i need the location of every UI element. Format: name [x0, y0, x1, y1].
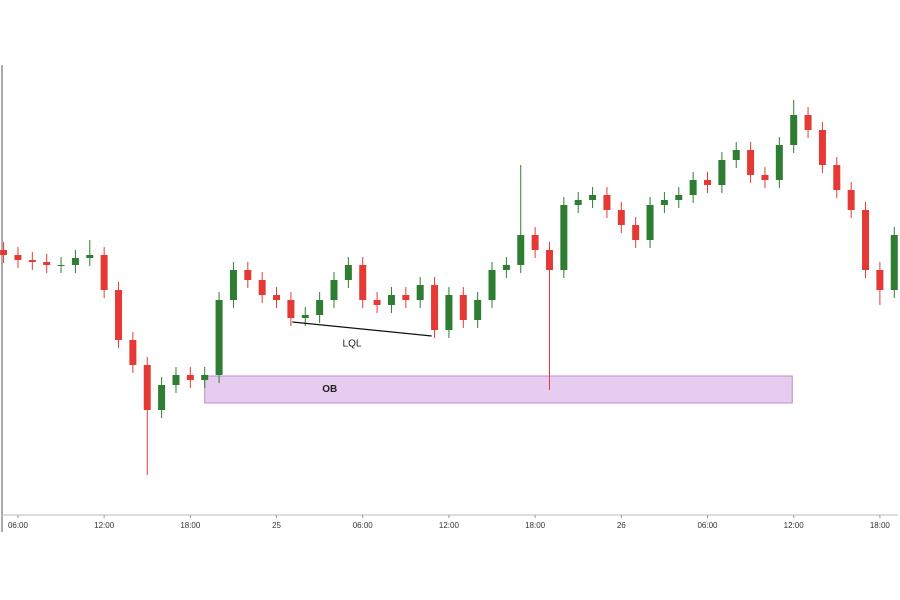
x-tick-label: 25: [272, 521, 281, 530]
candle-body: [589, 195, 597, 200]
zone-label: OB: [322, 384, 337, 395]
candle-body: [71, 258, 79, 265]
candle-body: [704, 180, 712, 185]
candle-body: [129, 340, 137, 365]
candle-body: [818, 130, 826, 165]
candle-body: [660, 200, 668, 205]
candle-body: [301, 315, 309, 318]
candle-body: [775, 145, 783, 180]
candle-body: [215, 300, 223, 375]
candle-body: [847, 190, 855, 210]
candle-body: [747, 150, 755, 175]
candle-body: [344, 265, 352, 280]
candle-body: [833, 165, 841, 190]
candle-body: [890, 235, 898, 290]
candle-body: [445, 295, 453, 330]
axis-layer: 06:00 12:00 18:00 25 06:00 12:00 18:00 26 06:00 1…: [8, 515, 891, 530]
candle-body: [57, 265, 65, 266]
candle-body: [545, 250, 553, 270]
candle-body: [617, 210, 625, 225]
candle-body: [732, 150, 740, 160]
candle-body: [862, 210, 870, 270]
x-tick-label: 12:00: [784, 521, 805, 530]
candle-body: [387, 295, 395, 305]
candle-body: [402, 295, 410, 300]
candle-body: [186, 375, 194, 380]
candle-body: [86, 255, 94, 258]
candle-body: [316, 300, 324, 315]
candle-body: [373, 300, 381, 305]
candle-body: [158, 385, 166, 410]
candle-body: [632, 225, 640, 240]
x-tick-label: 06:00: [8, 521, 29, 530]
candle-body: [359, 265, 367, 300]
candle-body: [172, 375, 180, 385]
candle-body: [431, 285, 439, 330]
candle-body: [502, 265, 510, 270]
x-tick-label: 18:00: [525, 521, 546, 530]
candle-body: [244, 270, 252, 280]
order-block-zone: [204, 375, 793, 404]
candle-body: [115, 290, 123, 340]
candle-body: [804, 115, 812, 130]
candle-body: [273, 295, 281, 300]
annotation-layer: OB LQL: [292, 321, 432, 395]
trendline: [292, 321, 432, 337]
x-tick-label: 06:00: [697, 521, 718, 530]
x-tick-label: 26: [617, 521, 626, 530]
candle-body: [258, 280, 266, 295]
x-tick-label: 12:00: [94, 521, 115, 530]
candle-body: [143, 365, 151, 410]
candle-body: [201, 375, 209, 380]
candle-body: [474, 300, 482, 320]
candle-body: [790, 115, 798, 145]
x-tick-label: 06:00: [353, 521, 374, 530]
candle-body: [100, 255, 108, 290]
candle-body: [229, 270, 237, 300]
candle-body: [14, 255, 22, 260]
candle-body: [287, 300, 295, 318]
candle-body: [761, 175, 769, 180]
candle-body: [574, 200, 582, 205]
candle-body: [718, 160, 726, 185]
candle-layer: [0, 100, 898, 475]
candle-body: [28, 260, 36, 262]
candle-body: [603, 195, 611, 210]
candle-body: [646, 205, 654, 240]
candle-body: [560, 205, 568, 270]
candle-body: [330, 280, 338, 300]
candle-body: [43, 262, 51, 265]
candle-body: [689, 180, 697, 195]
trendline-label: LQL: [343, 339, 362, 350]
candle-body: [876, 270, 884, 290]
x-tick-label: 18:00: [870, 521, 891, 530]
candle-body: [459, 295, 467, 320]
candle-body: [488, 270, 496, 300]
candle-body: [517, 235, 525, 265]
zone-layer: [204, 375, 793, 404]
x-tick-label: 12:00: [439, 521, 460, 530]
candle-body: [0, 250, 8, 255]
candle-body: [675, 195, 683, 200]
candle-body: [531, 235, 539, 250]
candle-body: [416, 285, 424, 300]
x-tick-label: 18:00: [180, 521, 201, 530]
